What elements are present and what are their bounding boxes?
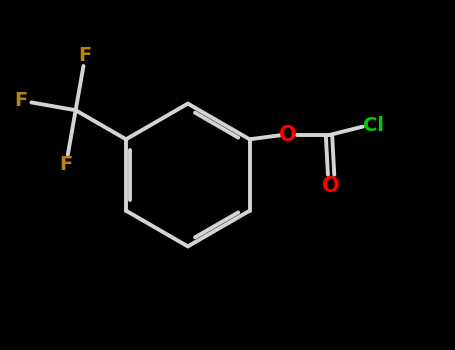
Text: F: F	[60, 155, 73, 174]
Text: O: O	[279, 125, 297, 145]
Text: O: O	[322, 176, 340, 196]
Text: F: F	[79, 46, 92, 65]
Text: Cl: Cl	[363, 116, 384, 135]
Text: F: F	[15, 91, 28, 110]
